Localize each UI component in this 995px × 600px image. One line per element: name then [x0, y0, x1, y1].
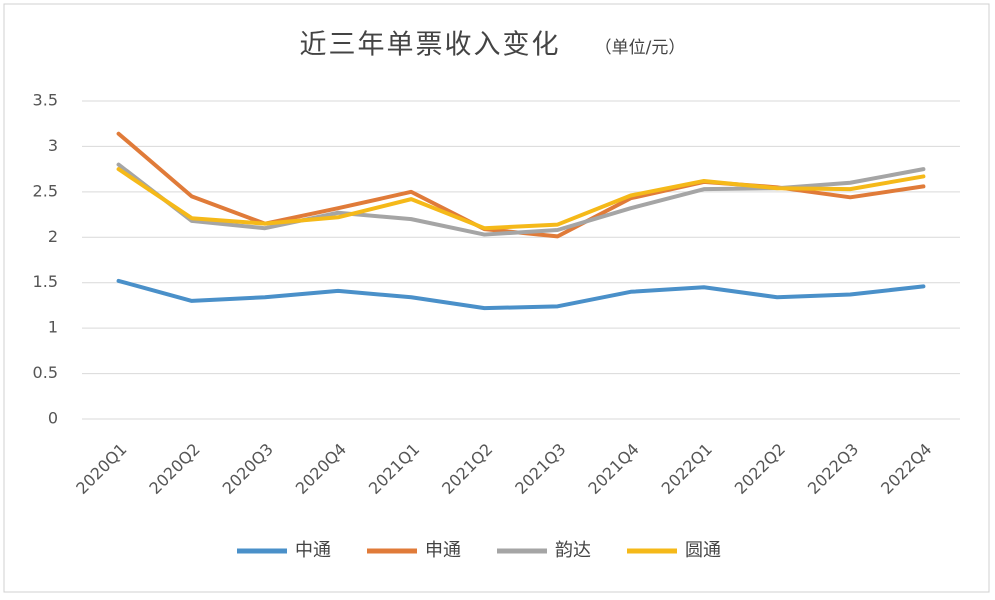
series-line [116, 278, 926, 311]
legend-label: 中通 [295, 540, 331, 561]
legend-label: 韵达 [555, 540, 591, 561]
chart-subtitle: （单位/元） [595, 38, 686, 58]
chart-border [3, 3, 990, 593]
series-line [116, 167, 926, 231]
legend-label: 申通 [425, 540, 461, 561]
y-tick-label: 0.5 [33, 363, 58, 382]
y-tick-label: 3 [48, 136, 58, 155]
y-tick-label: 0 [48, 409, 58, 428]
y-tick-label: 1.5 [33, 272, 58, 291]
chart-title: 近三年单票收入变化 [300, 30, 561, 61]
y-tick-label: 1 [48, 318, 58, 337]
y-tick-label: 3.5 [33, 91, 58, 110]
y-tick-label: 2 [48, 227, 58, 246]
y-tick-label: 2.5 [33, 181, 58, 200]
legend-label: 圆通 [685, 540, 721, 561]
